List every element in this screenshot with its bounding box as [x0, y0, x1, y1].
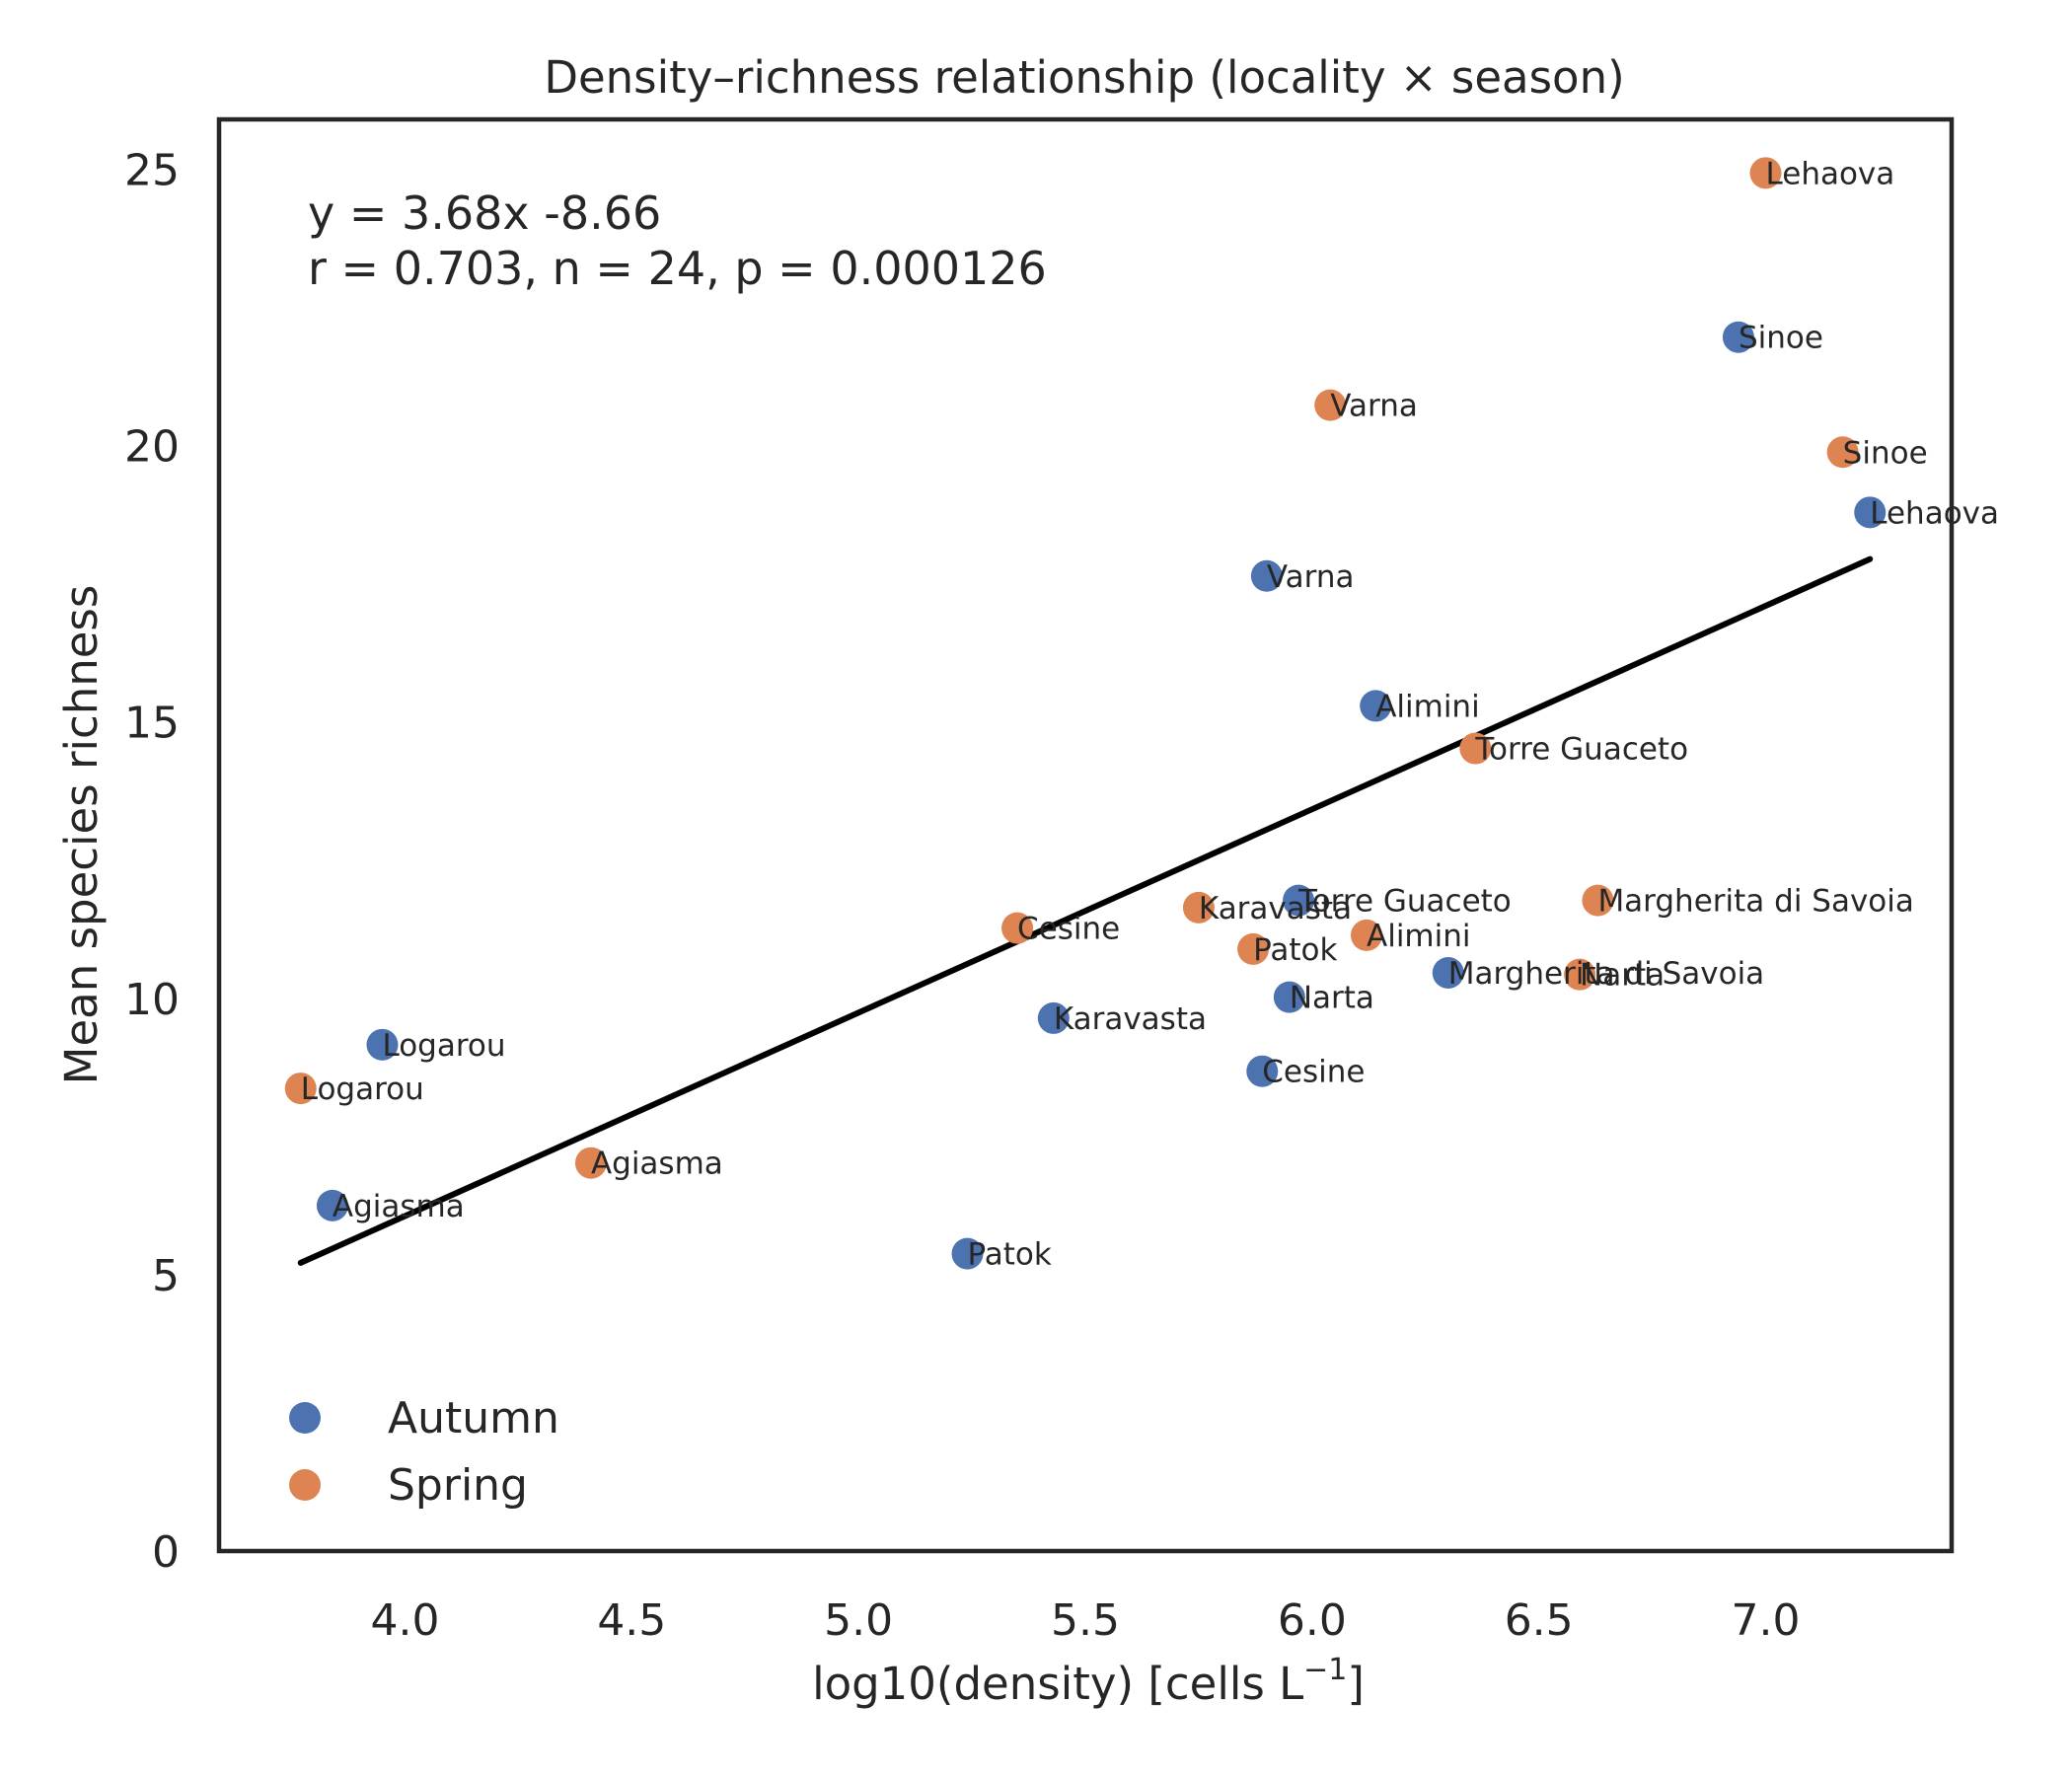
y-tick-label: 10 — [124, 975, 180, 1025]
point-label: Narta — [1580, 958, 1665, 994]
point-label: Agiasma — [333, 1189, 465, 1224]
point-label: Logarou — [301, 1072, 424, 1107]
data-point — [1273, 981, 1305, 1013]
y-tick-label: 20 — [124, 422, 180, 473]
data-point — [574, 1147, 607, 1179]
legend-label-spring: Spring — [388, 1460, 528, 1511]
point-label: Torre Guaceto — [1474, 732, 1688, 768]
point-label: Logarou — [382, 1028, 505, 1064]
point-label: Narta — [1290, 981, 1374, 1016]
legend-marker-spring — [289, 1469, 321, 1501]
point-label: Cesine — [1017, 912, 1120, 947]
point-label: Varna — [1330, 389, 1418, 424]
point-label: Sinoe — [1843, 435, 1928, 471]
x-tick-label: 6.0 — [1278, 1595, 1347, 1646]
data-point — [1582, 884, 1614, 917]
legend: Autumn Spring — [289, 1393, 559, 1511]
point-label: Sinoe — [1739, 321, 1823, 356]
y-axis-ticks: 0 5 10 15 20 25 — [124, 145, 180, 1578]
data-point — [1001, 912, 1034, 944]
y-tick-label: 15 — [124, 699, 180, 749]
point-label: Lehaova — [1870, 495, 1999, 531]
data-point — [1360, 690, 1392, 722]
regression-equation: y = 3.68x -8.66 — [308, 186, 661, 240]
y-axis-label: Mean species richness — [55, 585, 108, 1085]
labels-autumn: Logarou Agiasma Patok Karavasta Cesine Narta T… — [333, 321, 1999, 1273]
point-label: Agiasma — [591, 1147, 723, 1182]
point-label: Alimini — [1375, 689, 1480, 724]
data-point — [1459, 732, 1492, 765]
data-point — [1351, 919, 1383, 951]
point-label: Varna — [1267, 559, 1355, 595]
point-label: Karavasta — [1054, 1001, 1207, 1037]
labels-spring: Logarou Agiasma Cesine Karavasta Patok Alimin… — [301, 156, 1928, 1181]
legend-marker-autumn — [289, 1402, 321, 1434]
point-label: Margherita di Savoia — [1448, 956, 1764, 992]
y-tick-label: 0 — [152, 1527, 180, 1578]
data-point — [1250, 559, 1283, 592]
axes-frame — [216, 116, 1955, 1554]
x-axis-label-superscript: −1 — [1303, 1653, 1347, 1687]
point-label: Cesine — [1262, 1055, 1365, 1090]
x-axis-label-end: ] — [1347, 1658, 1365, 1710]
regression-stats: r = 0.703, n = 24, p = 0.000126 — [308, 242, 1047, 295]
x-tick-label: 4.5 — [597, 1595, 666, 1646]
legend-label-autumn: Autumn — [388, 1393, 559, 1443]
data-point — [316, 1189, 348, 1221]
data-point — [1037, 1001, 1070, 1034]
x-tick-label: 6.5 — [1505, 1595, 1574, 1646]
plot-area: Logarou Agiasma Patok Karavasta Cesine Narta T… — [284, 156, 1999, 1273]
series-autumn — [316, 321, 1887, 1270]
data-point — [366, 1028, 399, 1061]
data-point — [1314, 389, 1347, 421]
data-point — [1749, 157, 1782, 189]
data-point — [1283, 884, 1315, 917]
data-point — [1826, 436, 1859, 469]
chart-title: Density–richness relationship (locality … — [544, 51, 1624, 104]
regression-line — [297, 555, 1874, 1266]
data-point — [1722, 321, 1754, 353]
y-tick-label: 5 — [152, 1251, 180, 1301]
point-label: Karavasta — [1199, 891, 1352, 926]
point-label: Torre Guaceto — [1297, 884, 1512, 920]
x-tick-label: 5.5 — [1051, 1595, 1120, 1646]
x-axis-label: log10(density) [cells L−1] — [812, 1653, 1365, 1710]
point-label: Lehaova — [1766, 156, 1895, 191]
data-point — [1237, 932, 1270, 965]
data-point — [1854, 496, 1887, 529]
y-tick-label: 25 — [124, 145, 180, 195]
point-label: Patok — [1253, 932, 1337, 968]
data-point — [1564, 958, 1596, 991]
x-tick-label: 4.0 — [370, 1595, 439, 1646]
point-label: Margherita di Savoia — [1597, 884, 1913, 920]
point-label: Patok — [967, 1237, 1051, 1273]
x-axis-label-main: log10(density) [cells L — [812, 1658, 1303, 1710]
data-point — [1182, 891, 1215, 924]
x-tick-label: 5.0 — [824, 1595, 893, 1646]
data-point — [951, 1237, 984, 1270]
data-point — [284, 1073, 317, 1105]
x-axis-ticks: 4.0 4.5 5.0 5.5 6.0 6.5 7.0 — [370, 1595, 1800, 1646]
point-label: Alimini — [1367, 919, 1471, 954]
data-point — [1432, 956, 1464, 989]
series-spring — [284, 157, 1859, 1179]
x-tick-label: 7.0 — [1732, 1595, 1801, 1646]
data-point — [1246, 1055, 1279, 1087]
